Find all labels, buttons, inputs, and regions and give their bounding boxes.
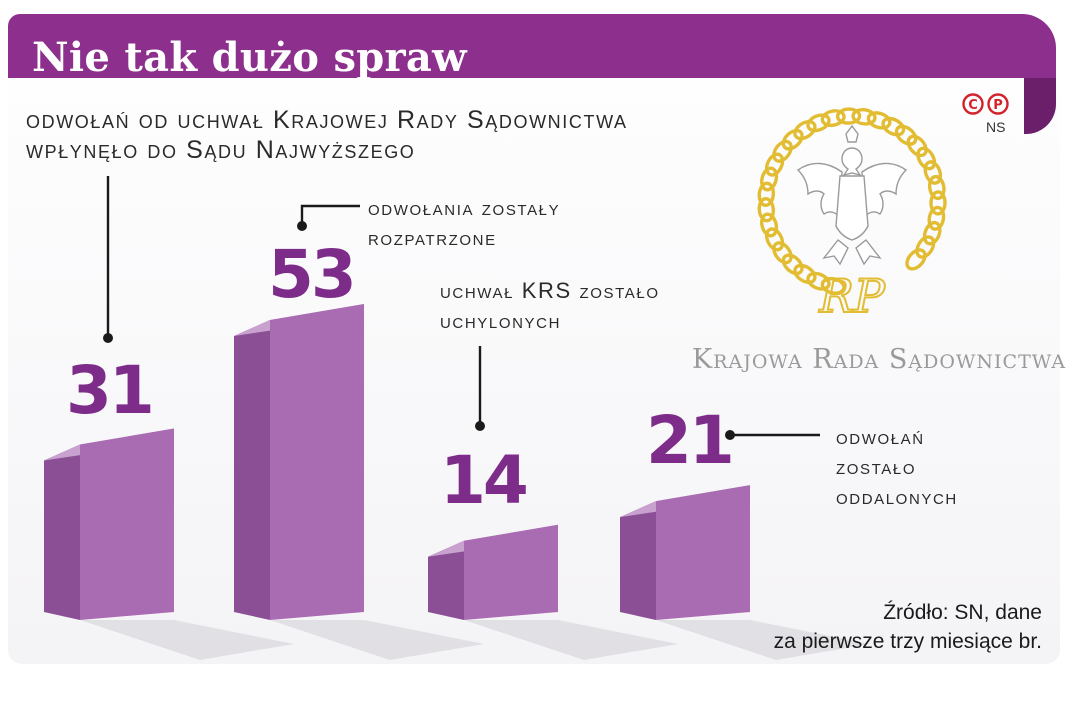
agency-tag: NS xyxy=(986,119,1006,135)
revoked-label-line2: uchylonych xyxy=(440,308,562,333)
dismissed-label-line1: odwołań xyxy=(836,424,925,449)
revoked-label: uchwał KRS zostało uchylonych xyxy=(440,276,660,336)
bar-side-face xyxy=(44,444,80,620)
bar-front-face xyxy=(656,485,750,620)
value-label-1: 53 xyxy=(268,236,357,313)
bar-shadow xyxy=(656,620,870,660)
page-title: Nie tak dużo spraw xyxy=(32,34,467,81)
dismissed-label: odwołań zostało oddalonych xyxy=(836,422,958,512)
considered-label: odwołania zostały rozpatrzone xyxy=(368,193,560,253)
gold-wreath-icon xyxy=(757,107,947,295)
value-label-2: 14 xyxy=(440,442,529,519)
title-bar: Nie tak dużo spraw xyxy=(8,14,1056,81)
revoked-label-line1: uchwał KRS zostało xyxy=(440,278,660,303)
bar-shadow xyxy=(80,620,294,660)
dismissed-label-line3: oddalonych xyxy=(836,484,958,509)
bar-shadow xyxy=(270,620,484,660)
dismissed-label-line2: zostało xyxy=(836,454,917,479)
svg-text:P: P xyxy=(993,98,1003,113)
considered-label-line2: rozpatrzone xyxy=(368,225,497,250)
bar-side-face xyxy=(234,320,270,620)
krs-org-name: Krajowa Rada Sądownictwa xyxy=(692,344,1067,375)
bar-1 xyxy=(234,304,364,620)
bar-shadow xyxy=(464,620,678,660)
leader-dot-received xyxy=(103,333,113,343)
value-label-3: 21 xyxy=(646,402,735,479)
bar-front-face xyxy=(270,304,364,620)
received-label-line1: odwołań od uchwał Krajowej Rady Sądownic… xyxy=(26,106,628,134)
leader-dot-dismissed xyxy=(725,430,735,440)
considered-label-line1: odwołania zostały xyxy=(368,195,561,220)
leader-dot-revoked xyxy=(475,421,485,431)
copyright-icon: C P xyxy=(962,93,1009,115)
source-line1: Źródło: SN, dane xyxy=(883,601,1042,624)
leader-dot-considered xyxy=(297,221,307,231)
bar-0 xyxy=(44,428,174,620)
bar-side-face xyxy=(428,540,464,620)
leader-considered xyxy=(300,204,360,226)
eagle-emblem-icon xyxy=(796,124,908,266)
value-label-0: 31 xyxy=(66,352,155,429)
bar-2 xyxy=(428,524,558,620)
bar-front-face xyxy=(464,524,558,620)
bar-front-face xyxy=(80,428,174,620)
bar-side-face xyxy=(620,501,656,620)
received-label-line2: wpłynęło do Sądu Najwyższego xyxy=(26,136,416,164)
bar-3 xyxy=(620,485,750,620)
source-note: Źródło: SN, dane za pierwsze trzy miesią… xyxy=(774,598,1042,656)
received-label: odwołań od uchwał Krajowej Rady Sądownic… xyxy=(26,105,628,165)
krs-logo: RP xyxy=(757,107,947,324)
source-line2: za pierwsze trzy miesiące br. xyxy=(773,630,1042,653)
copyright-badge: C P xyxy=(962,93,1014,115)
svg-text:C: C xyxy=(968,98,978,113)
rp-monogram: RP xyxy=(818,269,886,323)
